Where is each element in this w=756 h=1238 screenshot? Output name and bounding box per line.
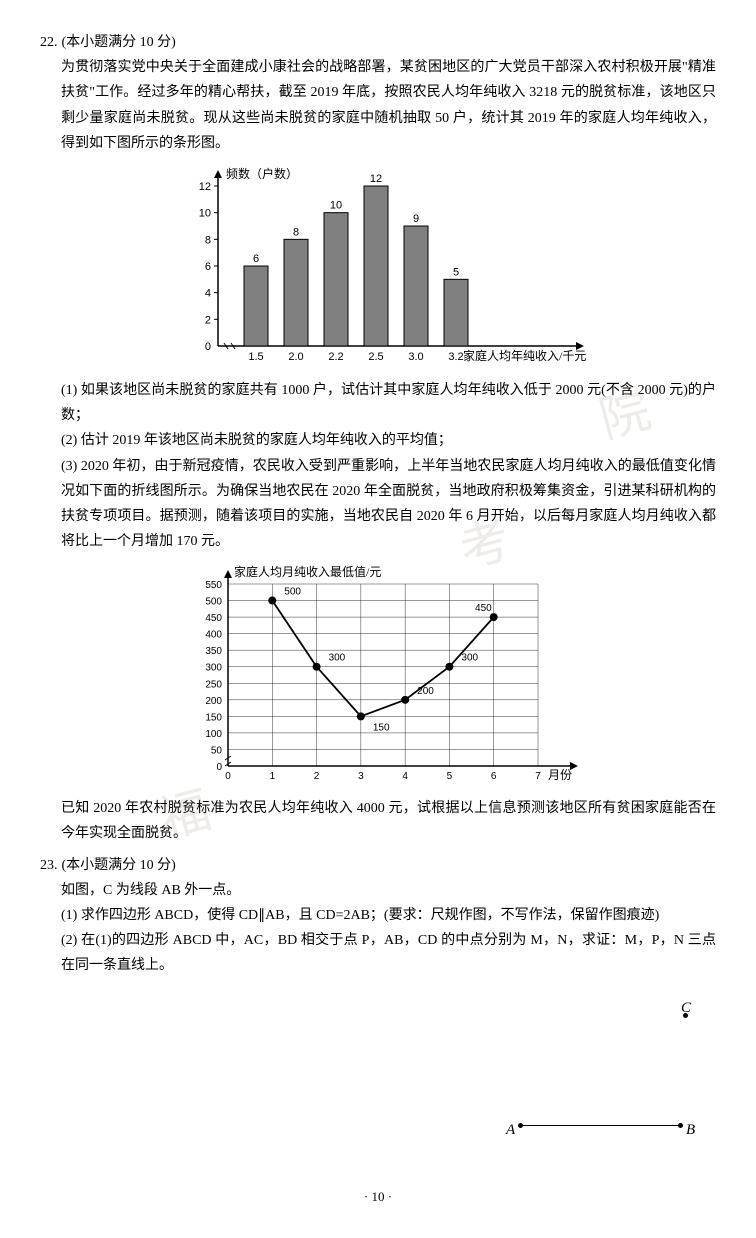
svg-text:5: 5 (447, 771, 453, 782)
svg-text:8: 8 (293, 226, 299, 238)
svg-text:1.5: 1.5 (248, 351, 263, 363)
svg-text:10: 10 (330, 200, 342, 212)
svg-text:0: 0 (205, 341, 211, 353)
svg-text:2.0: 2.0 (288, 351, 303, 363)
svg-text:150: 150 (205, 713, 222, 724)
svg-text:3.0: 3.0 (408, 351, 423, 363)
q23-sub1: (1) 求作四边形 ABCD，使得 CD∥AB，且 CD=2AB；(要求：尺规作… (61, 903, 716, 928)
svg-text:10: 10 (199, 208, 211, 220)
svg-text:家庭人均月纯收入最低值/元: 家庭人均月纯收入最低值/元 (234, 564, 381, 579)
q22-sub1: (1) 如果该地区尚未脱贫的家庭共有 1000 户，试估计其中家庭人均年纯收入低… (61, 378, 716, 428)
svg-text:1: 1 (270, 771, 276, 782)
svg-text:4: 4 (205, 288, 211, 300)
q22-sub3b: 已知 2020 年农村脱贫标准为农民人均年纯收入 4000 元，试根据以上信息预… (61, 796, 716, 846)
svg-text:100: 100 (205, 729, 222, 740)
svg-text:400: 400 (205, 630, 222, 641)
svg-text:3: 3 (358, 771, 364, 782)
svg-text:300: 300 (461, 653, 478, 664)
line-chart: 0 50 100 150 200 250 300 350 400 450 500 550 0 1 2 3 4 5 6… (178, 562, 578, 792)
svg-text:500: 500 (205, 597, 222, 608)
q23-diagram: C A B (40, 985, 716, 1155)
svg-text:2: 2 (314, 771, 320, 782)
bar-chart: 0 2 4 6 8 10 12 6 1.5 8 2.0 10 2.2 12 2.5 9 3.0 5 3.2 频数（户数… (168, 164, 588, 374)
q22-sub3a: (3) 2020 年初，由于新冠疫情，农民收入受到严重影响，上半年当地农民家庭人… (61, 454, 716, 555)
svg-text:350: 350 (205, 646, 222, 657)
q22-sub2: (2) 估计 2019 年该地区尚未脱贫的家庭人均年纯收入的平均值； (61, 428, 716, 453)
svg-text:4: 4 (402, 771, 408, 782)
svg-text:550: 550 (205, 580, 222, 591)
svg-text:500: 500 (284, 587, 301, 598)
svg-text:2.5: 2.5 (368, 351, 383, 363)
svg-text:6: 6 (205, 261, 211, 273)
svg-text:3.2: 3.2 (448, 351, 463, 363)
q22-number: 22. (40, 30, 58, 55)
svg-text:200: 200 (417, 686, 434, 697)
svg-text:0: 0 (216, 762, 222, 773)
svg-text:频数（户数）: 频数（户数） (226, 166, 298, 181)
svg-text:300: 300 (329, 653, 346, 664)
q23-sub2: (2) 在(1)的四边形 ABCD 中，AC，BD 相交于点 P，AB，CD 的… (61, 928, 716, 978)
point-a (518, 1123, 523, 1128)
q23-paragraph: 如图，C 为线段 AB 外一点。 (61, 878, 716, 903)
svg-text:家庭人均年纯收入/千元: 家庭人均年纯收入/千元 (463, 348, 586, 363)
svg-text:6: 6 (253, 253, 259, 265)
svg-text:150: 150 (373, 723, 390, 734)
svg-text:12: 12 (199, 181, 211, 193)
q22-paragraph: 为贯彻落实党中央关于全面建成小康社会的战略部署，某贫困地区的广大党员干部深入农村… (61, 55, 716, 156)
svg-text:7: 7 (535, 771, 541, 782)
svg-text:50: 50 (211, 746, 223, 757)
svg-text:8: 8 (205, 234, 211, 246)
svg-text:0: 0 (225, 771, 231, 782)
q22-points: (本小题满分 10 分) (62, 30, 176, 55)
svg-text:6: 6 (491, 771, 497, 782)
svg-text:450: 450 (475, 603, 492, 614)
segment-ab (520, 1125, 680, 1127)
label-b: B (686, 1117, 695, 1144)
point-b (678, 1123, 683, 1128)
svg-text:9: 9 (413, 213, 419, 225)
svg-text:200: 200 (205, 696, 222, 707)
question-23: 23. (本小题满分 10 分) (40, 853, 716, 878)
svg-text:450: 450 (205, 613, 222, 624)
label-a: A (506, 1117, 515, 1144)
question-22: 22. (本小题满分 10 分) (40, 30, 716, 55)
svg-text:250: 250 (205, 680, 222, 691)
q23-number: 23. (40, 853, 58, 878)
page-number: · 10 · (40, 1185, 716, 1208)
svg-text:12: 12 (370, 173, 382, 185)
svg-text:2.2: 2.2 (328, 351, 343, 363)
svg-text:5: 5 (453, 266, 459, 278)
svg-text:300: 300 (205, 663, 222, 674)
svg-text:月份: 月份 (548, 768, 572, 782)
label-c: C (681, 995, 691, 1022)
q23-points: (本小题满分 10 分) (62, 853, 176, 878)
svg-text:2: 2 (205, 314, 211, 326)
